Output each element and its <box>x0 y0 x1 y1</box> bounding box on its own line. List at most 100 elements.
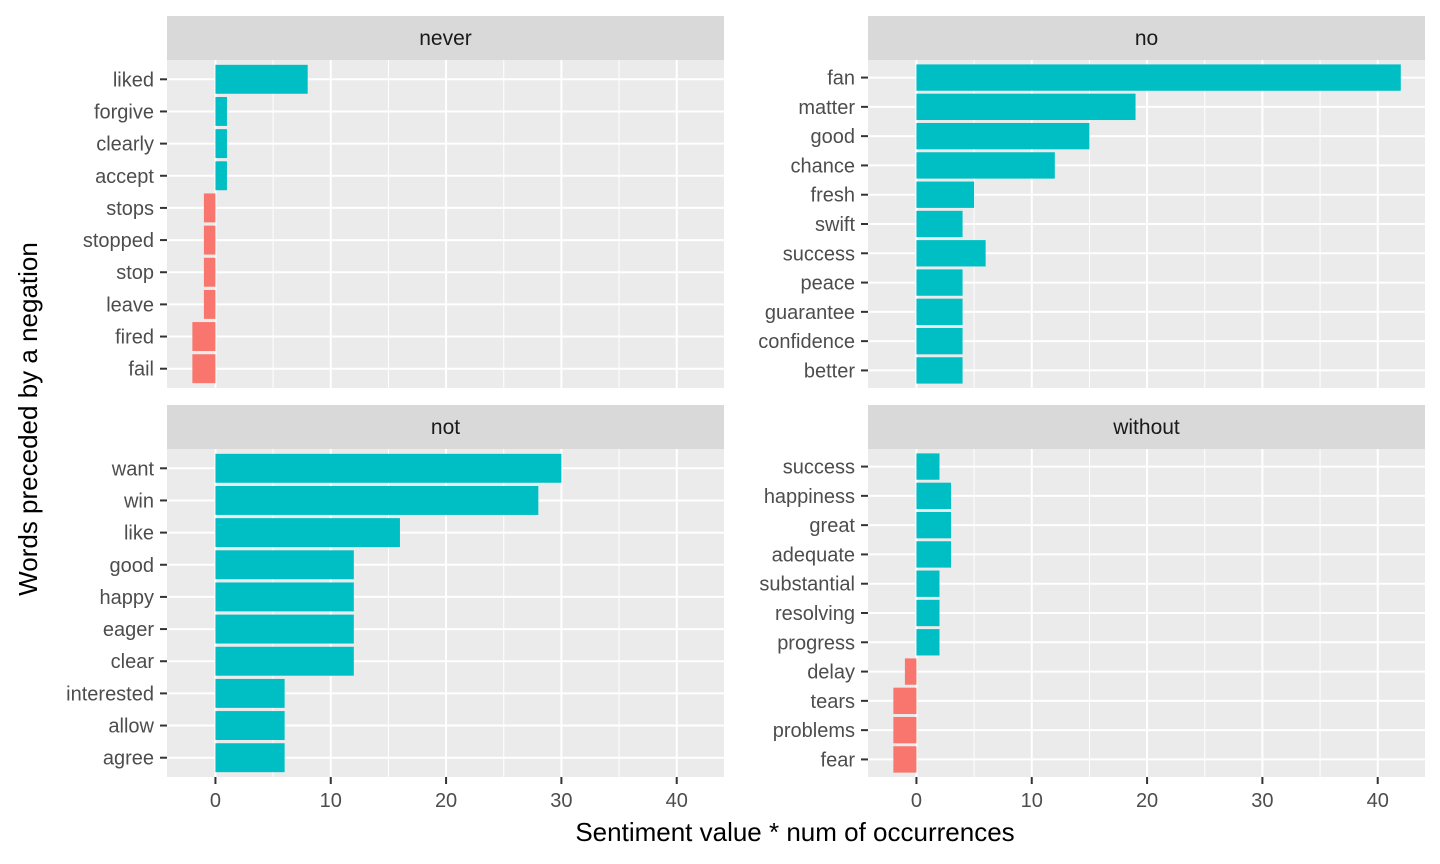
y-tick-label: fan <box>827 68 855 90</box>
bar-matter <box>916 93 1136 121</box>
x-tick-label: 30 <box>550 790 572 812</box>
bar-peace <box>916 269 963 296</box>
bar-fresh <box>916 181 975 208</box>
facet-strip-label: never <box>419 27 472 50</box>
bar-stops <box>203 193 216 223</box>
y-tick-label: interested <box>66 683 154 705</box>
bar-allow <box>215 711 285 741</box>
facet-panel-no: no fan matter good chance fresh swift success pe… <box>758 16 1425 388</box>
bar-confidence <box>916 327 963 355</box>
x-tick-label: 20 <box>1136 790 1158 812</box>
bar-happiness <box>916 482 952 510</box>
bar-guarantee <box>916 298 963 326</box>
y-tick-label: like <box>124 523 154 545</box>
y-tick-label: accept <box>95 166 154 188</box>
facet-strip-label: not <box>431 416 460 439</box>
bar-success <box>916 240 986 267</box>
y-tick-label: fail <box>128 359 154 381</box>
bar-swift <box>916 210 963 238</box>
bar-better <box>916 357 963 384</box>
bar-success <box>916 453 940 480</box>
y-tick-label: good <box>811 126 856 148</box>
y-tick-label: happiness <box>764 486 855 508</box>
y-tick-label: eager <box>103 619 154 641</box>
bar-leave <box>203 289 216 319</box>
y-tick-label: swift <box>815 214 855 236</box>
y-tick-label: fear <box>821 749 856 771</box>
bar-resolving <box>916 599 940 627</box>
x-axis-title: Sentiment value * num of occurrences <box>575 817 1014 847</box>
bar-stop <box>203 257 216 287</box>
y-tick-label: matter <box>798 97 855 119</box>
bar-fail <box>192 354 216 384</box>
y-tick-label: chance <box>791 155 856 177</box>
bar-happy <box>215 582 354 612</box>
y-tick-label: stopped <box>83 230 154 252</box>
y-tick-label: progress <box>777 632 855 654</box>
facet-strip <box>868 405 1425 449</box>
bar-good <box>215 550 354 580</box>
y-tick-label: fired <box>115 327 154 349</box>
y-tick-label: problems <box>773 720 855 742</box>
facet-strip <box>868 16 1425 60</box>
y-tick-label: win <box>123 490 154 512</box>
y-tick-label: leave <box>106 294 154 316</box>
y-tick-label: stops <box>106 198 154 220</box>
facet-panel-without: without success happiness great adequate subs… <box>759 405 1425 812</box>
facet-panel-not: not want win like good happy eager clear interes… <box>66 405 724 812</box>
x-tick-label: 0 <box>911 790 922 812</box>
bar-interested <box>215 678 285 708</box>
facet-panels: neverlikedforgiveclearlyacceptstopsstopp… <box>66 16 1425 812</box>
y-tick-label: clearly <box>96 134 154 156</box>
y-tick-label: fresh <box>811 185 855 207</box>
bar-great <box>916 511 952 539</box>
bar-eager <box>215 614 354 644</box>
bar-like <box>215 518 400 548</box>
y-tick-label: tears <box>811 691 855 713</box>
bar-accept <box>215 161 227 191</box>
bar-adequate <box>916 541 952 568</box>
facet-strip-label: no <box>1135 27 1158 50</box>
bar-fan <box>916 64 1401 91</box>
y-tick-label: happy <box>100 587 155 609</box>
y-tick-label: great <box>809 515 855 537</box>
y-tick-label: adequate <box>772 544 855 566</box>
facet-strip <box>167 16 724 60</box>
y-tick-label: good <box>110 555 155 577</box>
x-tick-label: 0 <box>210 790 221 812</box>
x-tick-label: 10 <box>320 790 342 812</box>
y-tick-label: want <box>111 458 155 480</box>
facet-strip-label: without <box>1112 416 1180 439</box>
bar-delay <box>904 658 917 685</box>
y-tick-label: forgive <box>94 101 154 123</box>
bar-fear <box>893 746 917 773</box>
y-tick-label: delay <box>807 662 855 684</box>
x-tick-label: 30 <box>1251 790 1273 812</box>
bar-progress <box>916 629 940 656</box>
y-tick-label: stop <box>116 262 154 284</box>
y-tick-label: allow <box>108 716 154 738</box>
y-tick-label: peace <box>801 273 856 295</box>
x-tick-label: 10 <box>1021 790 1043 812</box>
facet-strip <box>167 405 724 449</box>
bar-problems <box>893 716 917 744</box>
y-tick-label: substantial <box>759 574 855 596</box>
y-axis-title: Words preceded by a negation <box>13 242 43 596</box>
x-tick-label: 20 <box>435 790 457 812</box>
bar-clearly <box>215 129 227 159</box>
y-tick-label: success <box>783 243 855 265</box>
y-tick-label: resolving <box>775 603 855 625</box>
bar-fired <box>192 322 216 352</box>
x-tick-label: 40 <box>1367 790 1389 812</box>
y-tick-label: clear <box>111 651 155 673</box>
bar-win <box>215 485 539 515</box>
y-tick-label: success <box>783 457 855 479</box>
bar-substantial <box>916 570 940 597</box>
bar-good <box>916 122 1090 150</box>
x-tick-label: 40 <box>666 790 688 812</box>
facet-panel-never: never liked forgive clearly accept stops stopp… <box>83 16 724 388</box>
y-tick-label: better <box>804 360 855 382</box>
bar-want <box>215 453 562 483</box>
bar-chance <box>916 152 1055 179</box>
